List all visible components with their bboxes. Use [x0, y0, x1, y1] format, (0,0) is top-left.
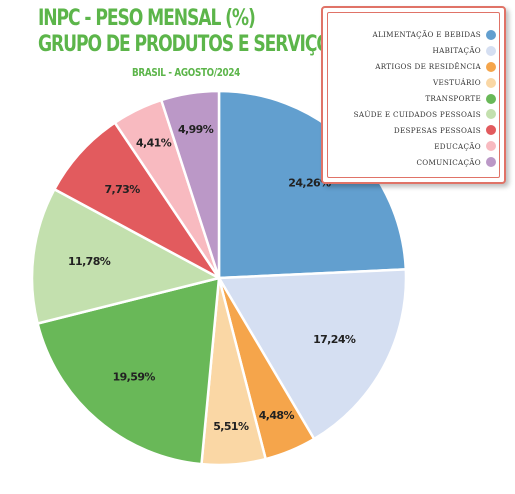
- legend-swatch: [486, 157, 496, 168]
- legend-label: Transporte: [425, 94, 481, 103]
- legend-swatch: [486, 141, 496, 152]
- legend-label: Alimentação e bebidas: [372, 30, 481, 40]
- slice-label-educacao: 4,41%: [136, 136, 172, 149]
- legend-label: Artigos de residência: [375, 62, 481, 72]
- pie-slice-comunicacao: [160, 89, 221, 280]
- slice-label-transporte: 19,59%: [113, 370, 156, 383]
- legend-label: Saúde e cuidados pessoais: [353, 109, 481, 119]
- legend-inner-border: [327, 12, 500, 178]
- pie-slice-habitacao: [217, 268, 408, 441]
- legend-swatch: [486, 29, 496, 40]
- legend-swatch: [486, 77, 496, 88]
- legend-label: Educação: [434, 141, 481, 151]
- legend-swatch: [486, 45, 496, 56]
- legend-item-despesas-pessoais: Despesas pessoais: [354, 122, 496, 138]
- slice-label-despesas-pessoais: 7,73%: [105, 183, 141, 196]
- legend-swatch: [486, 93, 496, 104]
- legend-item-habitacao: Habitação: [354, 43, 496, 59]
- legend-item-alimentacao-e-bebidas: Alimentação e bebidas: [354, 27, 496, 43]
- slice-label-habitacao: 17,24%: [313, 333, 356, 346]
- legend-item-artigos-de-residencia: Artigos de residência: [354, 59, 496, 75]
- legend-list: Alimentação e bebidas Habitação Artigos de…: [354, 27, 496, 170]
- slice-label-saude-e-cuidados-pessoais: 11,78%: [68, 255, 111, 268]
- chart-title-line-2: GRUPO DE PRODUTOS E SERVIÇOS: [38, 32, 342, 57]
- legend-label: Habitação: [432, 46, 481, 56]
- chart-title: INPC - PESO MENSAL (%) GRUPO DE PRODUTOS…: [38, 6, 342, 58]
- pie-slice-transporte: [36, 276, 221, 466]
- legend-item-saude-e-cuidados-pessoais: Saúde e cuidados pessoais: [354, 106, 496, 122]
- legend-swatch: [486, 125, 496, 136]
- slice-label-vestuario: 5,51%: [213, 420, 249, 433]
- legend-swatch: [486, 109, 496, 120]
- legend-label: Despesas pessoais: [393, 125, 481, 135]
- chart-subtitle: BRASIL - AGOSTO/2024: [132, 66, 240, 79]
- legend: Alimentação e bebidas Habitação Artigos de…: [321, 6, 506, 184]
- chart-title-line-1: INPC - PESO MENSAL (%): [38, 6, 256, 31]
- pie-slice-saude-e-cuidados-pessoais: [30, 188, 221, 325]
- legend-item-vestuario: Vestuário: [354, 75, 496, 91]
- slice-label-artigos-de-residencia: 4,48%: [259, 409, 295, 422]
- slice-label-comunicacao: 4,99%: [178, 123, 214, 136]
- slice-label-alimentacao-e-bebidas: 24,26%: [288, 176, 331, 189]
- legend-swatch: [486, 61, 496, 72]
- legend-item-transporte: Transporte: [354, 91, 496, 107]
- legend-label: Comunicação: [416, 157, 481, 167]
- legend-item-comunicacao: Comunicação: [354, 154, 496, 170]
- legend-item-educacao: Educação: [354, 138, 496, 154]
- legend-label: Vestuário: [432, 78, 481, 88]
